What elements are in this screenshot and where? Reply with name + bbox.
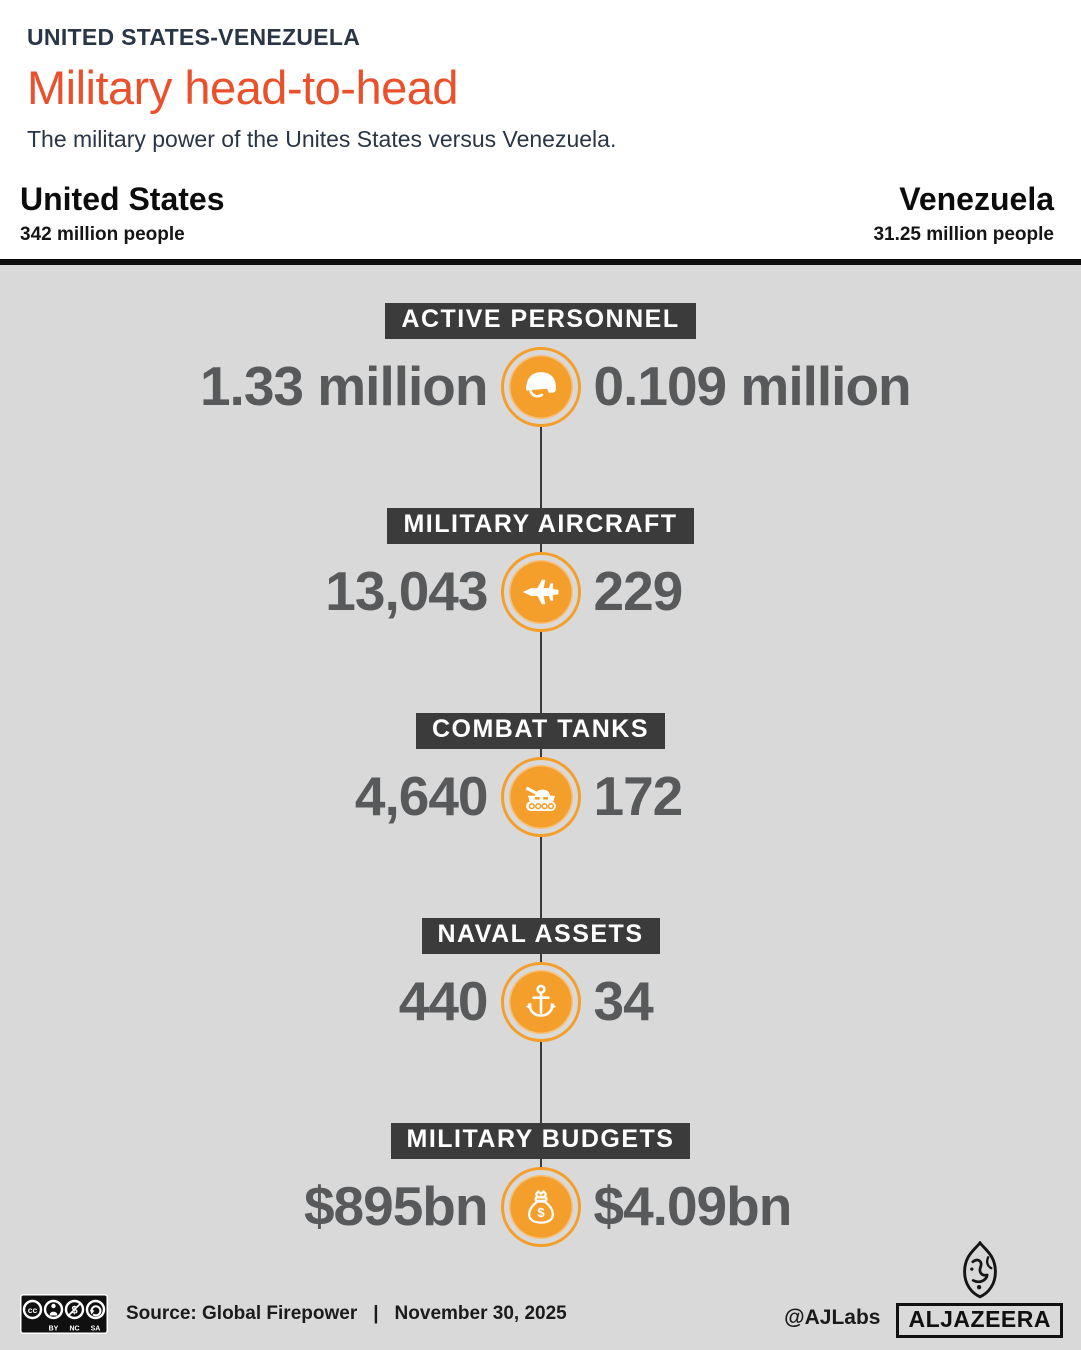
aljazeera-wordmark: ALJAZEERA	[896, 1303, 1063, 1338]
icon-disc: $	[508, 1174, 573, 1239]
money-bag-icon: $	[500, 1166, 581, 1247]
ajlabs-credit: @AJLabs	[784, 1306, 881, 1329]
svg-text:SA: SA	[91, 1326, 101, 1333]
page-title: Military head-to-head	[27, 61, 459, 114]
helmet-icon	[500, 346, 581, 427]
country-name: United States	[20, 181, 225, 217]
category-label: MILITARY BUDGETS	[390, 1122, 691, 1159]
svg-text:BY: BY	[49, 1326, 59, 1333]
us-value: 13,043	[325, 560, 488, 623]
header: UNITED STATES-VENEZUELA Military head-to…	[0, 0, 1081, 153]
icon-disc	[508, 969, 573, 1034]
footer-branding: @AJLabs ALJAZEERA	[784, 1241, 1063, 1338]
country-venezuela: Venezuela 31.25 million people	[873, 181, 1054, 246]
category-label: MILITARY AIRCRAFT	[387, 507, 694, 544]
us-value: $895bn	[303, 1175, 489, 1238]
source-text: Source: Global Firepower	[126, 1303, 358, 1324]
separator: |	[373, 1303, 379, 1324]
comparison-row: NAVAL ASSETS 440	[0, 917, 1081, 1042]
cc-license-badge: cc $ BY NC SA	[20, 1294, 108, 1334]
country-name: Venezuela	[899, 181, 1054, 217]
subtitle: The military power of the Unites States …	[27, 126, 617, 152]
comparison-row: COMBAT TANKS 4,640	[0, 712, 1081, 837]
venezuela-value: $4.09bn	[593, 1175, 793, 1238]
country-population: 31.25 million people	[873, 223, 1054, 245]
footer-source: cc $ BY NC SA Source: Global Firepower |…	[20, 1294, 567, 1334]
category-label: NAVAL ASSETS	[421, 917, 660, 954]
svg-text:NC: NC	[69, 1326, 79, 1333]
category-label: ACTIVE PERSONNEL	[385, 302, 696, 339]
venezuela-value: 229	[593, 560, 684, 623]
comparison-row: ACTIVE PERSONNEL 1.33 million 0.109 mill…	[0, 302, 1081, 427]
icon-disc	[508, 764, 573, 829]
comparison-row: MILITARY BUDGETS $895bn $	[0, 1122, 1081, 1247]
date-text: November 30, 2025	[394, 1303, 567, 1324]
comparison-row: MILITARY AIRCRAFT 13,043 229	[0, 507, 1081, 632]
svg-text:cc: cc	[28, 1305, 38, 1315]
venezuela-value: 34	[593, 970, 654, 1033]
countries-row: United States 342 million people Venezue…	[0, 181, 1081, 246]
comparison-section: ACTIVE PERSONNEL 1.33 million 0.109 mill…	[0, 264, 1081, 1350]
category-label: COMBAT TANKS	[415, 712, 666, 749]
aljazeera-logo-icon	[962, 1241, 997, 1299]
kicker: UNITED STATES-VENEZUELA	[27, 24, 361, 50]
tank-icon	[500, 756, 581, 837]
fighter-jet-icon	[500, 551, 581, 632]
icon-disc	[508, 559, 573, 624]
icon-disc	[508, 354, 573, 419]
venezuela-value: 172	[593, 765, 684, 828]
us-value: 440	[398, 970, 489, 1033]
country-population: 342 million people	[20, 223, 185, 245]
divider-bar	[0, 258, 1081, 265]
us-value: 4,640	[354, 765, 489, 828]
svg-text:$: $	[537, 1205, 545, 1220]
venezuela-value: 0.109 million	[593, 355, 912, 418]
us-value: 1.33 million	[199, 355, 489, 418]
country-united-states: United States 342 million people	[20, 181, 225, 246]
anchor-icon	[500, 961, 581, 1042]
